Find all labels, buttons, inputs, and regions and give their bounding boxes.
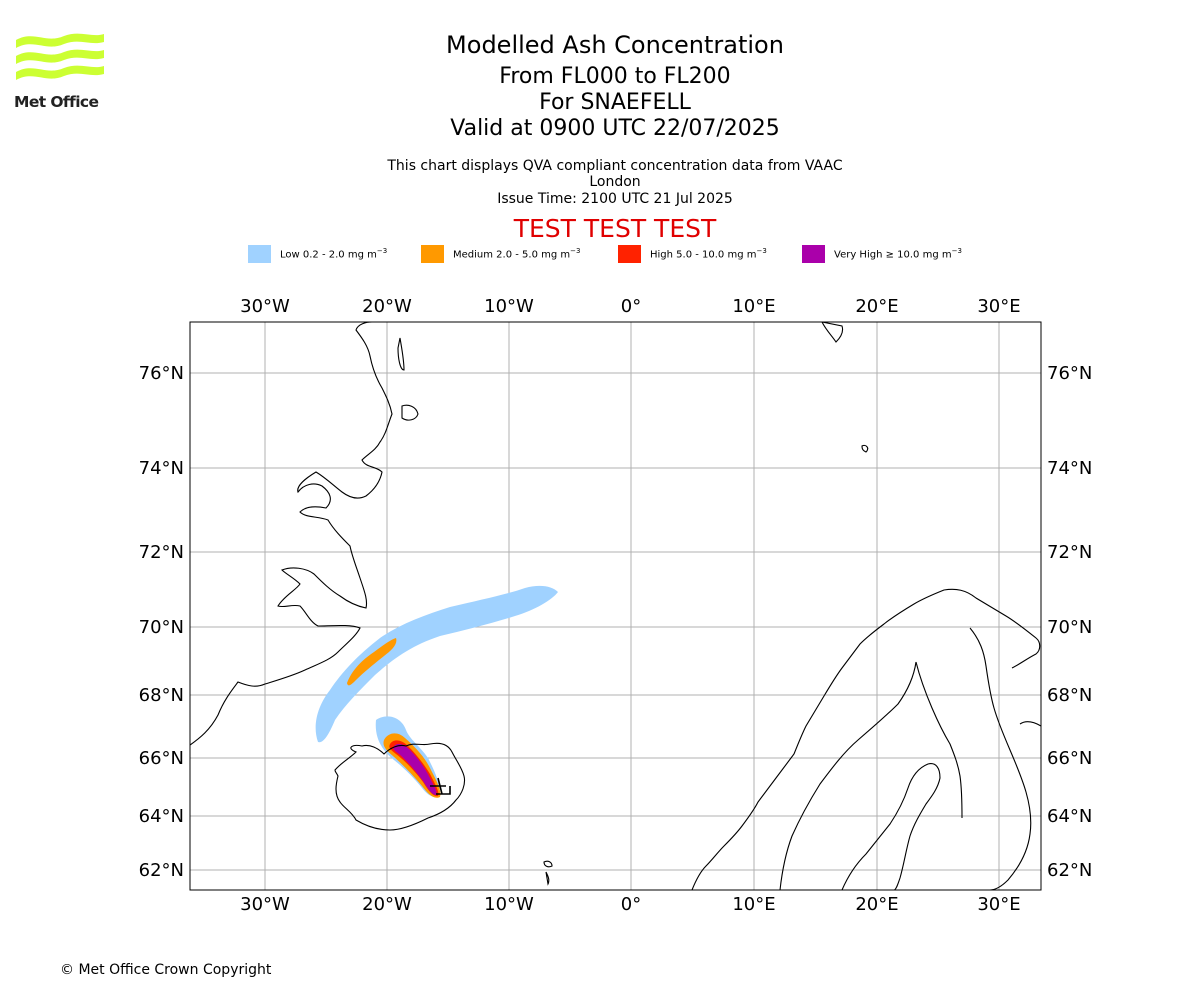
scandinavia-coast <box>691 588 1041 890</box>
flight-level-range: From FL000 to FL200 <box>499 64 731 89</box>
greenland-island-2 <box>401 404 419 421</box>
greenland-island <box>397 337 405 371</box>
ash-very-high-area <box>393 743 437 795</box>
sweden-finland-border <box>779 661 917 890</box>
iceland-coast <box>334 742 466 831</box>
lon-tick-bottom: 10°W <box>484 894 534 915</box>
legend-swatch-high <box>618 245 641 263</box>
volcano-marker <box>430 777 451 795</box>
russia-border <box>969 627 1032 890</box>
legend-swatch-low <box>248 245 271 263</box>
kola-coast <box>1019 721 1041 727</box>
finland-border <box>915 661 963 819</box>
lon-tick-bottom: 10°E <box>732 894 775 915</box>
lat-tick-left: 76°N <box>139 363 184 384</box>
lon-tick-bottom: 30°E <box>977 894 1020 915</box>
lat-tick-right: 68°N <box>1047 685 1092 706</box>
bear-island <box>861 444 869 453</box>
lon-tick-top: 20°E <box>855 296 898 317</box>
lat-tick-left: 62°N <box>139 860 184 881</box>
lon-tick-bottom: 30°W <box>240 894 290 915</box>
lat-tick-left: 66°N <box>139 748 184 769</box>
lat-tick-right: 70°N <box>1047 617 1092 638</box>
lon-tick-bottom: 20°W <box>362 894 412 915</box>
lat-tick-left: 68°N <box>139 685 184 706</box>
legend-swatch-medium <box>421 245 444 263</box>
svalbard-coast <box>821 322 844 343</box>
lon-tick-top: 10°E <box>732 296 775 317</box>
copyright-notice: © Met Office Crown Copyright <box>60 962 272 978</box>
lat-tick-left: 70°N <box>139 617 184 638</box>
lat-ticks-right: 76°N 74°N 72°N 70°N 68°N 66°N 64°N 62°N <box>1047 363 1092 881</box>
legend-label-low: Low 0.2 - 2.0 mg m−3 <box>280 247 388 261</box>
lat-tick-right: 66°N <box>1047 748 1092 769</box>
lon-tick-bottom: 0° <box>621 894 641 915</box>
lon-tick-top: 30°W <box>240 296 290 317</box>
ash-low-area <box>315 585 558 743</box>
lon-ticks-bottom: 30°W 20°W 10°W 0° 10°E 20°E 30°E <box>240 894 1020 915</box>
coastlines <box>190 322 1041 890</box>
lon-tick-top: 10°W <box>484 296 534 317</box>
lat-tick-left: 64°N <box>139 806 184 827</box>
lat-tick-right: 74°N <box>1047 458 1092 479</box>
lon-tick-top: 0° <box>621 296 641 317</box>
lat-tick-left: 72°N <box>139 542 184 563</box>
gridlines <box>190 322 1041 890</box>
lon-tick-top: 20°W <box>362 296 412 317</box>
lat-tick-left: 74°N <box>139 458 184 479</box>
issue-time: Issue Time: 2100 UTC 21 Jul 2025 <box>497 191 733 207</box>
lat-tick-right: 62°N <box>1047 860 1092 881</box>
ash-medium-area <box>347 638 397 686</box>
legend-label-very-high: Very High ≥ 10.0 mg m−3 <box>834 247 962 261</box>
lat-tick-right: 72°N <box>1047 542 1092 563</box>
legend-label-high: High 5.0 - 10.0 mg m−3 <box>650 247 767 261</box>
lat-ticks-left: 76°N 74°N 72°N 70°N 68°N 66°N 64°N 62°N <box>139 363 184 881</box>
greenland-coast <box>190 322 393 746</box>
chart-title: Modelled Ash Concentration <box>446 31 784 59</box>
valid-time: Valid at 0900 UTC 22/07/2025 <box>450 116 780 141</box>
test-banner: TEST TEST TEST <box>513 214 717 243</box>
volcano-name: For SNAEFELL <box>539 90 691 115</box>
lon-tick-bottom: 20°E <box>855 894 898 915</box>
lat-tick-right: 64°N <box>1047 806 1092 827</box>
lon-tick-top: 30°E <box>977 296 1020 317</box>
legend-swatch-very-high <box>802 245 825 263</box>
map-frame <box>189 321 1042 891</box>
lon-ticks-top: 30°W 20°W 10°W 0° 10°E 20°E 30°E <box>240 296 1020 317</box>
lat-tick-right: 76°N <box>1047 363 1092 384</box>
chart-description: This chart displays QVA compliant concen… <box>387 158 843 190</box>
faroe-islands <box>543 860 553 886</box>
baltic-coast <box>841 763 941 890</box>
met-office-logo <box>16 33 104 80</box>
logo-text: Met Office <box>14 93 99 111</box>
legend-label-medium: Medium 2.0 - 5.0 mg m−3 <box>453 247 581 261</box>
